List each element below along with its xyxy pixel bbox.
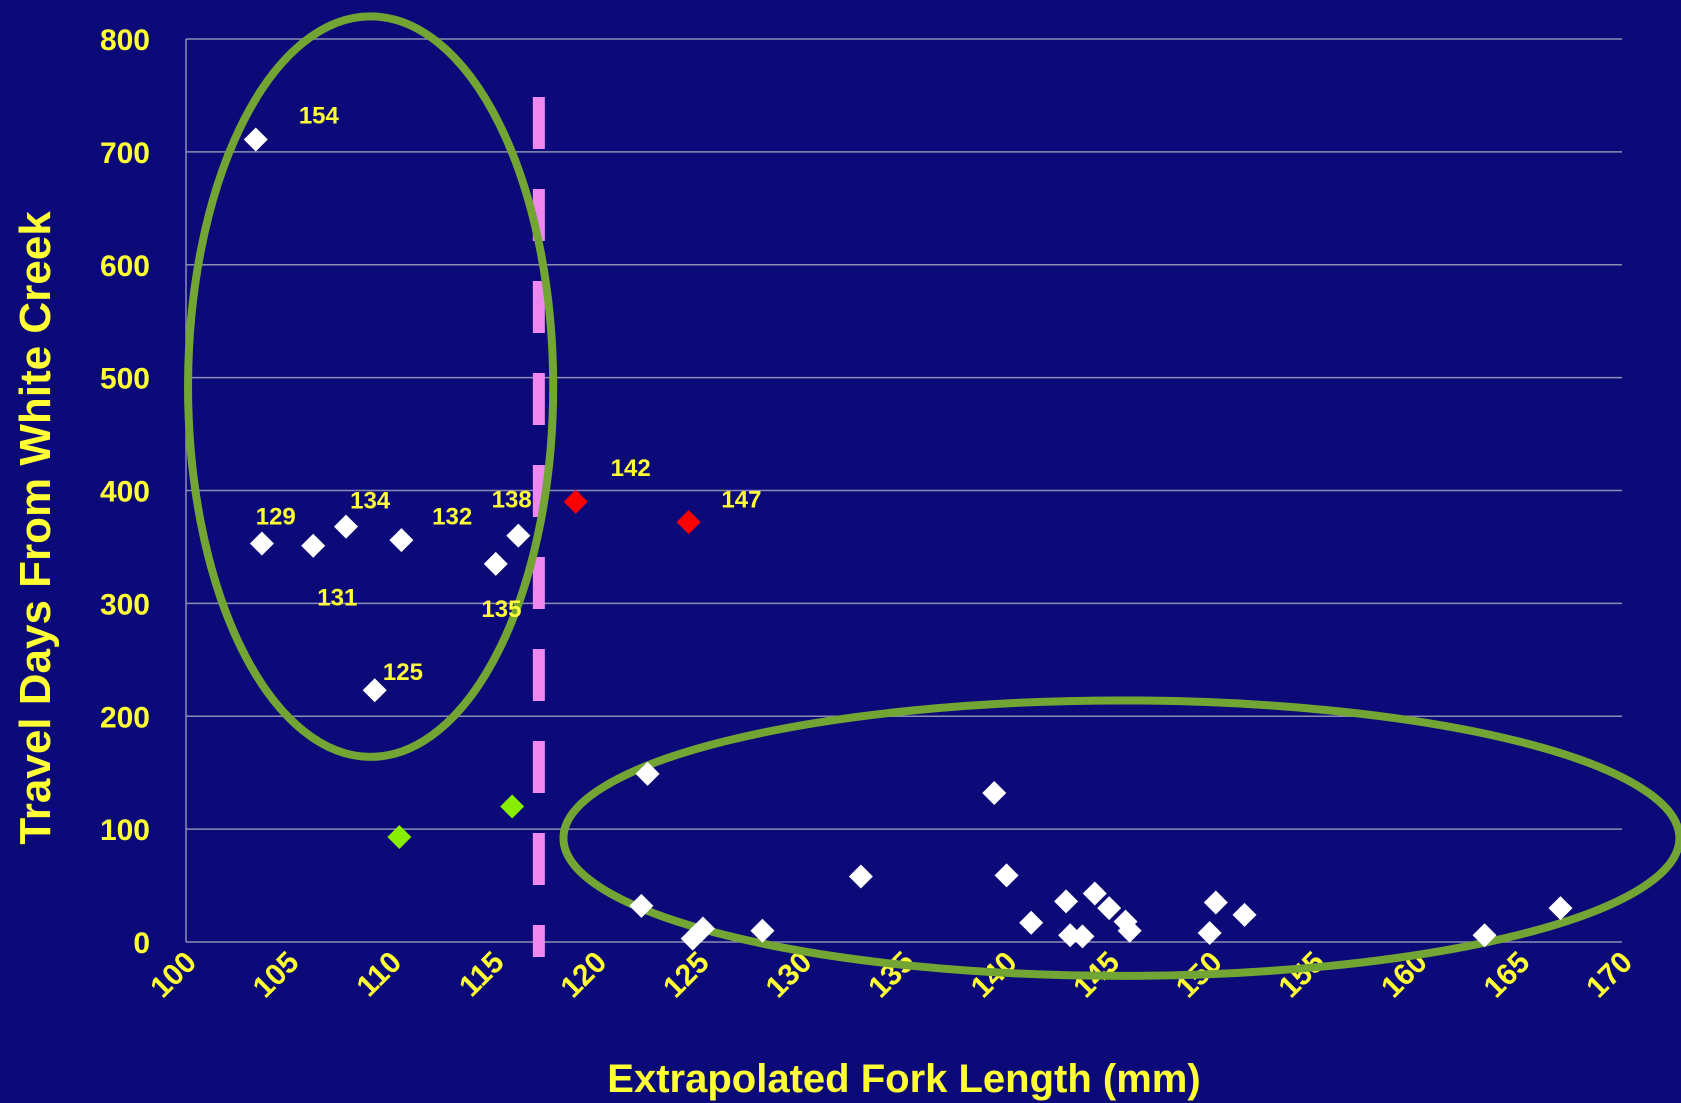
data-point — [994, 863, 1019, 888]
point-label: 131 — [317, 585, 357, 612]
data-point — [635, 761, 660, 786]
y-axis-title: Travel Days From White Creek — [11, 211, 60, 845]
point-label: 132 — [432, 503, 472, 530]
grouping-ellipse — [184, 12, 558, 761]
data-point — [301, 533, 326, 558]
point-label: 125 — [383, 659, 423, 686]
point-label: 142 — [611, 455, 651, 482]
data-point — [629, 893, 654, 918]
point-label: 154 — [299, 103, 340, 130]
y-tick-label: 300 — [100, 588, 150, 621]
point-annotations: 154 129 134 132 138 131 135 125 142 147 — [256, 103, 762, 686]
point-label: 147 — [721, 486, 761, 513]
point-label: 134 — [350, 488, 391, 515]
data-point — [1019, 910, 1044, 935]
point-label: 129 — [256, 503, 296, 530]
data-point — [243, 127, 268, 152]
data-point — [334, 514, 359, 539]
data-point — [690, 916, 715, 941]
grouping-ellipse — [559, 696, 1681, 980]
data-point — [1548, 896, 1573, 921]
data-point — [848, 864, 873, 889]
data-point — [387, 825, 412, 850]
data-point — [1117, 918, 1142, 943]
y-tick-label: 500 — [100, 363, 150, 396]
data-point — [750, 918, 775, 943]
point-label: 135 — [481, 596, 521, 623]
y-tick-label: 800 — [100, 24, 150, 57]
data-point — [483, 551, 508, 576]
y-tick-label: 200 — [100, 701, 150, 734]
point-label: 138 — [492, 486, 532, 513]
data-point — [1082, 881, 1107, 906]
data-point — [506, 523, 531, 548]
y-axis-tick-labels: 0 100 200 300 400 500 600 700 800 — [100, 24, 150, 960]
y-tick-label: 700 — [100, 137, 150, 170]
data-points — [243, 127, 1573, 951]
x-axis-title: Extrapolated Fork Length (mm) — [607, 1057, 1200, 1101]
data-point — [1203, 890, 1228, 915]
data-point — [1472, 923, 1497, 948]
data-point — [389, 528, 414, 553]
data-point — [1054, 889, 1079, 914]
y-tick-label: 400 — [100, 476, 150, 509]
y-tick-label: 0 — [133, 927, 150, 960]
data-point — [1232, 902, 1257, 927]
grouping-ellipses — [184, 12, 1681, 980]
data-point — [1197, 920, 1222, 945]
data-point — [249, 531, 274, 556]
data-point — [1097, 896, 1122, 921]
data-point — [362, 678, 387, 703]
data-point — [1070, 924, 1095, 949]
data-point — [563, 489, 588, 514]
data-point — [500, 794, 525, 819]
y-tick-label: 600 — [100, 250, 150, 283]
data-point — [982, 781, 1007, 806]
gridlines — [185, 38, 1622, 943]
data-point — [676, 510, 701, 535]
y-tick-label: 100 — [100, 814, 150, 847]
